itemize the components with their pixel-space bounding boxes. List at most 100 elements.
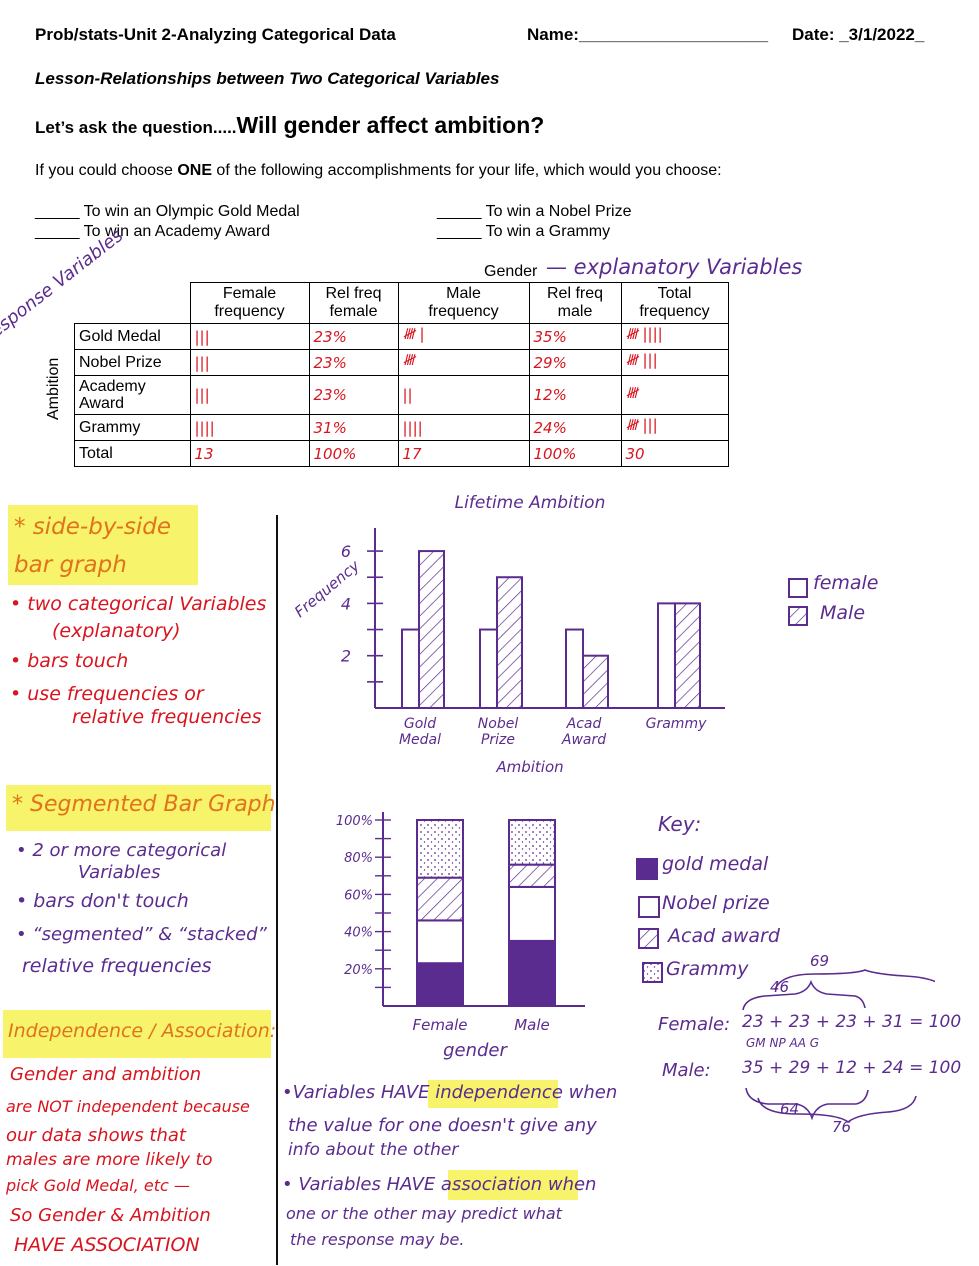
- col-male-freq: Male frequency: [397, 282, 530, 324]
- table-cell: |||: [189, 349, 310, 376]
- table-cell: |||: [189, 375, 310, 415]
- segment-1-0: [508, 939, 556, 1007]
- legend-swatch-female: [788, 578, 808, 598]
- table-row: Total 13 100% 17 100% 30: [74, 440, 729, 467]
- category-label: Gold Medal: [399, 716, 441, 748]
- highlight-association-word: [448, 1170, 578, 1200]
- segment-0-2: [416, 876, 464, 922]
- sbs-note-2: (explanatory): [52, 620, 181, 642]
- table-row: Nobel Prize ||| 23% 𝍸 29% 𝍸 |||: [74, 349, 729, 376]
- indep-note-4: males are more likely to: [6, 1150, 213, 1170]
- category-label: Grammy: [646, 716, 707, 732]
- row-label: Gold Medal: [74, 323, 191, 350]
- table-cell: 31%: [308, 414, 399, 441]
- sum-bottom-76: 76: [832, 1118, 852, 1136]
- table-cell: 29%: [528, 349, 622, 376]
- y-tick-label: 60%: [344, 888, 373, 903]
- table-cell: 23%: [308, 349, 399, 376]
- indep-note-2: are NOT independent because: [6, 1097, 250, 1116]
- col-female-freq: Female frequency: [189, 282, 310, 324]
- side-by-side-chart: Lifetime Ambition Frequency Ambition 2 4 6…: [291, 493, 725, 776]
- key-title: Key:: [658, 812, 702, 836]
- choice-nobel: _____ To win a Nobel Prize: [437, 203, 632, 220]
- chart1-xlabel: Ambition: [495, 758, 563, 776]
- segmented-chart: gender 20% 40% 60% 80% 100% Female Male: [336, 812, 585, 1061]
- table-cell: |||: [189, 323, 310, 350]
- table-cell: ||||: [189, 414, 310, 441]
- male-sum-label: Male:: [662, 1060, 711, 1081]
- row-label: Academy Award: [74, 375, 191, 415]
- segment-1-3: [508, 819, 556, 866]
- frequency-table: Female frequency Rel freq female Male frequ…: [74, 282, 729, 467]
- highlight-independence-word: [428, 1080, 558, 1108]
- table-cell: ||: [397, 375, 530, 415]
- definition-3: info about the other: [288, 1140, 459, 1160]
- seg-note-5: relative frequencies: [22, 955, 212, 977]
- y-tick-label: 2: [341, 647, 351, 666]
- question-big: Will gender affect ambition?: [236, 112, 545, 138]
- table-cell: 23%: [308, 323, 399, 350]
- highlight-sbs: [8, 505, 198, 585]
- bar-female-3: [657, 602, 676, 709]
- indep-note-7: HAVE ASSOCIATION: [14, 1234, 200, 1256]
- table-cell: 35%: [528, 323, 622, 350]
- y-tick-label: 6: [341, 542, 351, 561]
- definition-4: • Variables HAVE association when: [282, 1174, 597, 1195]
- legend-label-female: female: [813, 572, 879, 594]
- female-sum: 23 + 23 + 23 + 31 = 100: [742, 1012, 962, 1032]
- col-relfreq-male: Rel freq male: [528, 282, 622, 324]
- lesson-title: Lesson-Relationships between Two Categor…: [35, 69, 500, 88]
- bar-female-0: [401, 628, 420, 710]
- key-label-acad: Acad award: [668, 925, 780, 947]
- chart1-title: Lifetime Ambition: [455, 493, 606, 513]
- side-by-side-title: * side-by-side bar graph: [14, 514, 172, 578]
- segmented-title: * Segmented Bar Graph: [12, 792, 276, 817]
- chart1-bars: [401, 550, 701, 710]
- category-label-line: Gold: [404, 716, 436, 732]
- key-swatch-acad: [638, 928, 659, 949]
- table-cell: 𝍸: [620, 375, 729, 415]
- bar-male-0: [418, 550, 445, 710]
- sum-top-46: 46: [770, 978, 790, 996]
- y-tick-label: 4: [341, 594, 351, 613]
- legend-label-male: Male: [820, 602, 866, 624]
- row-label: Grammy: [74, 414, 191, 441]
- table-cell: 100%: [308, 440, 399, 467]
- question-lead: Let’s ask the question.....: [35, 118, 237, 137]
- indep-note-5: pick Gold Medal, etc —: [6, 1176, 190, 1195]
- sum-braces-top: [742, 969, 935, 1011]
- choice-academy: _____ To win an Academy Award: [35, 223, 271, 240]
- seg-note-2: Variables: [78, 862, 161, 883]
- definition-6: the response may be.: [290, 1230, 465, 1249]
- indep-note-6: So Gender & Ambition: [10, 1205, 211, 1226]
- key-swatch-gold: [636, 858, 658, 880]
- highlight-independence: [3, 1010, 271, 1058]
- key-label-gold: gold medal: [662, 853, 769, 875]
- category-label-line: Medal: [399, 732, 441, 748]
- definition-1: •Variables HAVE independence when: [282, 1082, 618, 1103]
- prompt-after: of the following accomplishments for you…: [211, 162, 722, 179]
- key-swatch-grammy: [642, 962, 663, 983]
- key-label-nobel: Nobel prize: [662, 892, 770, 914]
- key-label-grammy: Grammy: [666, 958, 749, 980]
- segment-1-1: [508, 885, 556, 942]
- sum-bottom-64: 64: [780, 1100, 800, 1118]
- chart1-categories: Gold Medal Nobel Prize Acad Award Grammy: [399, 716, 707, 748]
- seg-note-3: • bars don't touch: [16, 890, 189, 912]
- key-swatch-nobel: [638, 896, 660, 918]
- chart1-ylabel: Frequency: [291, 556, 364, 621]
- seg-note-1: • 2 or more categorical: [16, 840, 227, 861]
- table-cell: 30: [620, 440, 729, 467]
- indep-note-1: Gender and ambition: [10, 1064, 202, 1085]
- category-label: Nobel Prize: [478, 716, 519, 748]
- sbs-note-5: relative frequencies: [72, 706, 262, 728]
- course-title: Prob/stats-Unit 2-Analyzing Categorical …: [35, 25, 396, 44]
- category-label-line: Acad: [566, 716, 602, 732]
- bar-male-3: [674, 602, 701, 709]
- col-total-freq: Total frequency: [620, 282, 729, 324]
- table-corner: [74, 282, 191, 324]
- sum-top-69: 69: [810, 952, 830, 970]
- table-cell: ||||: [397, 414, 530, 441]
- prompt-before: If you could choose: [35, 162, 178, 179]
- divider-line: [276, 515, 278, 1265]
